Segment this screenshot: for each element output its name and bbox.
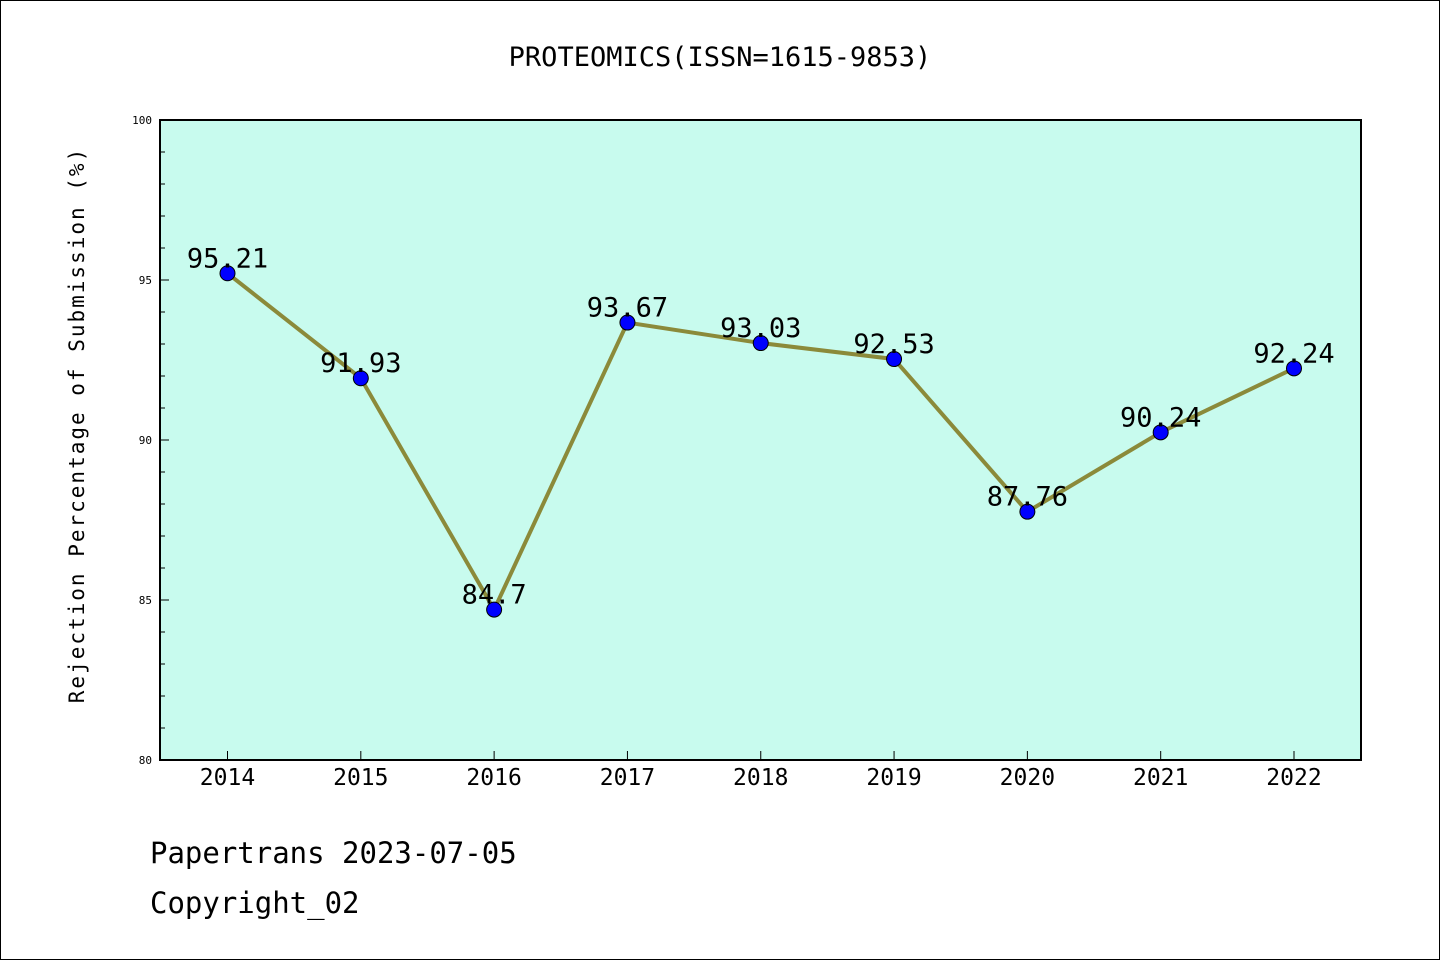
data-label: 93.03 [720,313,801,344]
data-point [619,314,636,331]
x-tick-label: 2022 [1266,765,1321,791]
axis-ticks: 80 85 90 95 100 2014 2015 2016 2017 2018 2019 2020 2… [132,114,1322,791]
y-tick-label: 100 [132,114,152,127]
data-point [352,370,369,387]
data-point [1152,424,1169,441]
plot-border [159,119,1362,761]
x-tick-label: 2015 [333,765,388,791]
data-label: 92.24 [1253,338,1334,369]
x-tick-label: 2016 [466,765,521,791]
x-tick-label: 2017 [600,765,655,791]
footer-date: Papertrans 2023-07-05 [150,836,517,870]
data-markers: 95.21 91.93 84.7 93.67 93.03 92.53 87.76 90.24 9… [187,243,1335,618]
data-label: 91.93 [320,348,401,379]
x-tick-label: 2018 [733,765,788,791]
data-point [1019,503,1036,520]
data-point [219,265,236,282]
data-label: 87.76 [987,482,1068,513]
data-label: 92.53 [853,329,934,360]
data-label: 95.21 [187,243,268,274]
data-label: 93.67 [587,293,668,324]
y-tick-label: 95 [139,274,152,287]
x-tick-label: 2020 [1000,765,1055,791]
data-label: 84.7 [462,580,527,611]
footer-copyright: Copyright_02 [150,886,360,920]
x-tick-label: 2019 [866,765,921,791]
y-tick-label: 85 [139,594,152,607]
y-axis-label: Rejection Percentage of Submission (%) [65,147,89,703]
plot-area [160,120,1361,760]
data-point [752,335,769,352]
data-label: 90.24 [1120,402,1201,433]
data-point [886,351,903,368]
data-point [1286,360,1302,377]
y-tick-label: 80 [139,754,152,767]
y-tick-label: 90 [139,434,152,447]
x-tick-label: 2014 [200,765,255,791]
chart-title: PROTEOMICS(ISSN=1615-9853) [509,42,932,73]
x-tick-label: 2021 [1133,765,1188,791]
data-point [486,601,503,618]
